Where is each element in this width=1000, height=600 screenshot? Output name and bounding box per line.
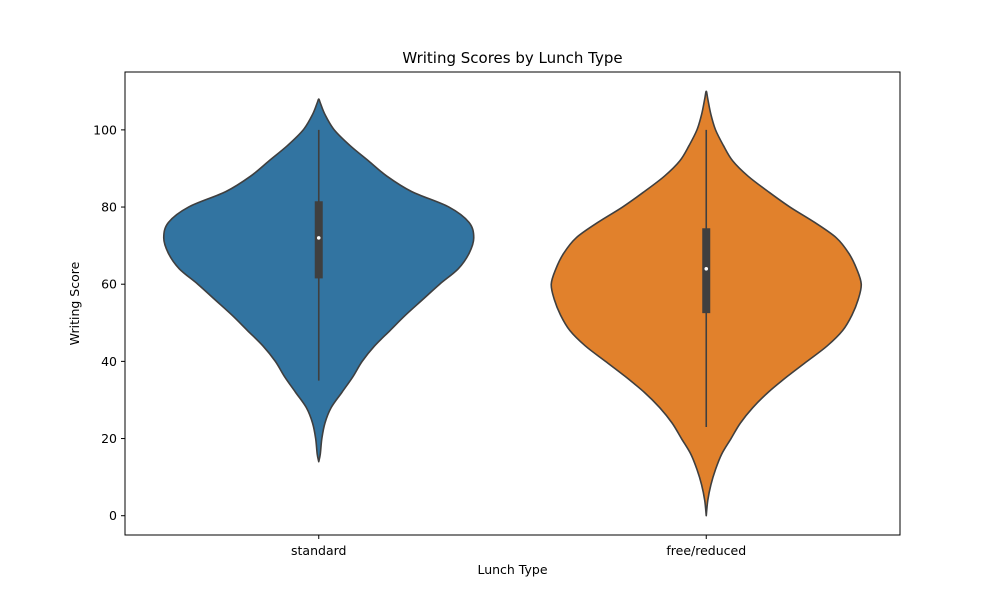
y-tick-label: 100 <box>93 122 117 137</box>
y-tick-label: 20 <box>101 431 117 446</box>
y-axis-ticks: 0 20 40 60 80 100 <box>93 122 125 523</box>
iqr-box-standard <box>314 201 323 279</box>
plot-area-frame <box>124 71 901 536</box>
median-point-free-reduced <box>704 266 709 271</box>
y-axis-label: Writing Score <box>67 261 82 345</box>
iqr-box-free-reduced <box>702 228 711 314</box>
inner-box-layer <box>314 129 711 427</box>
y-tick-label: 40 <box>101 354 117 369</box>
y-tick-label: 0 <box>109 508 117 523</box>
x-axis-ticks: standard free/reduced <box>291 535 746 558</box>
chart-title: Writing Scores by Lunch Type <box>402 49 622 67</box>
x-axis-label: Lunch Type <box>477 562 547 577</box>
y-tick-label: 60 <box>101 277 117 292</box>
y-tick-label: 80 <box>101 200 117 215</box>
x-tick-label: free/reduced <box>666 543 746 558</box>
x-tick-label: standard <box>291 543 346 558</box>
median-point-standard <box>316 236 321 240</box>
